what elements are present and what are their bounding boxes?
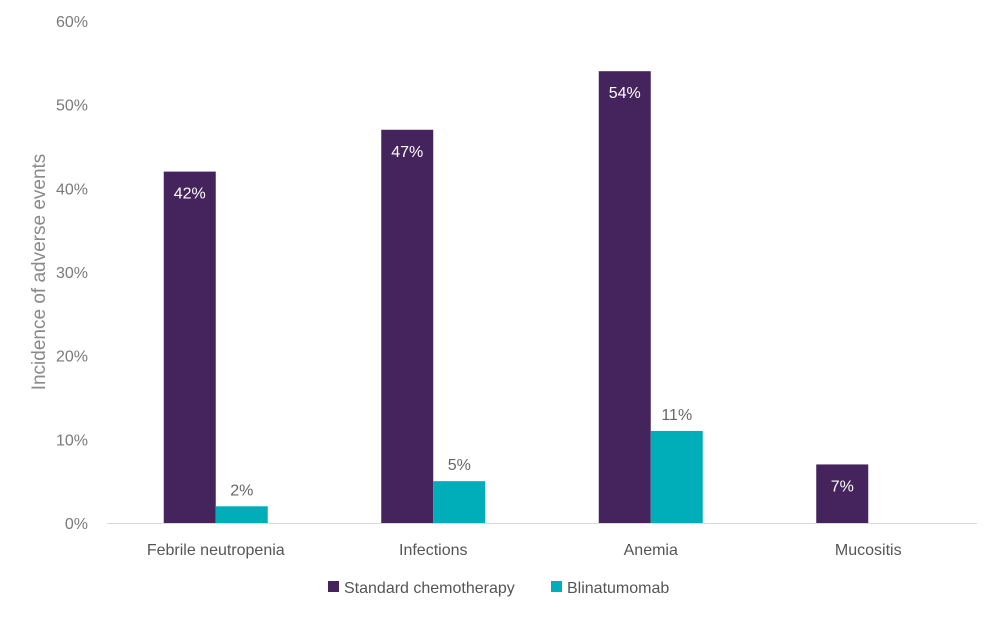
x-category-label: Infections [399,542,467,559]
x-category-label: Anemia [624,542,678,559]
data-label: 54% [609,85,641,102]
y-tick-label: 30% [56,265,88,282]
y-tick-label: 40% [56,181,88,198]
x-category-label: Mucositis [835,542,902,559]
bar-standard-chemotherapy [816,464,869,523]
legend: Standard chemotherapy Blinatumomab [328,580,669,597]
legend-swatch [551,581,562,592]
y-tick-label: 10% [56,432,88,449]
data-label: 47% [391,144,423,161]
y-tick-label: 0% [65,516,88,533]
data-label: 5% [448,457,471,474]
legend-swatch [328,581,339,592]
legend-label: Standard chemotherapy [344,580,515,597]
y-axis-ticks: 0% 10% 20% 30% 40% 50% 60% [56,14,88,533]
data-label: 42% [174,186,206,203]
x-axis-categories: Febrile neutropenia Infections Anemia Mucos… [147,542,902,559]
bars: 42% 2% 47% 5% 54% 11% 7% [163,71,869,523]
y-axis-label: Incidence of adverse events [29,154,50,391]
bar-standard-chemotherapy [163,171,216,523]
x-category-label: Febrile neutropenia [147,542,285,559]
bar-blinatumomab [433,481,486,523]
y-tick-label: 20% [56,349,88,366]
bar-standard-chemotherapy [598,71,651,523]
y-tick-label: 60% [56,14,88,31]
bar-blinatumomab [215,506,268,523]
data-label: 2% [230,482,253,499]
data-label: 7% [831,478,854,495]
data-label: 11% [661,407,692,424]
y-tick-label: 50% [56,98,88,115]
bar-standard-chemotherapy [381,129,434,523]
legend-label: Blinatumomab [567,580,669,597]
bar-blinatumomab [650,430,703,523]
